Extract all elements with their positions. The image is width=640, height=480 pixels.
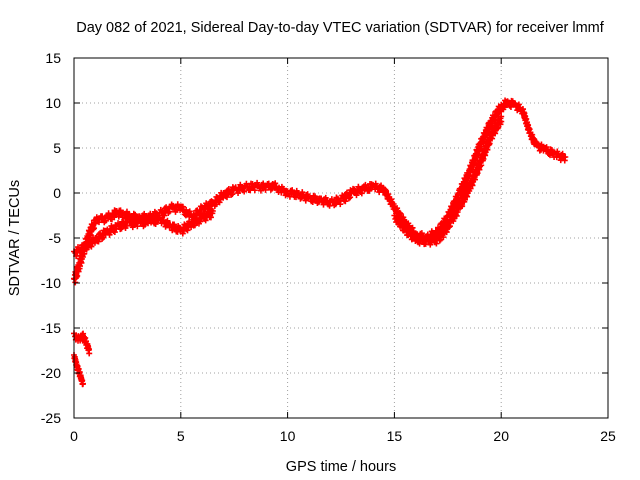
data-band-marker <box>213 201 220 208</box>
data-band-marker <box>79 253 86 260</box>
data-band-marker <box>95 238 102 245</box>
y-tick-label: -5 <box>49 230 62 246</box>
data-band-marker <box>358 190 365 197</box>
data-band-marker <box>433 240 440 247</box>
data-band-marker <box>440 234 447 241</box>
data-band-marker <box>398 219 405 226</box>
data-point-marker <box>562 154 569 160</box>
x-tick-label: 20 <box>493 428 509 444</box>
y-tick-label: 5 <box>53 140 61 156</box>
x-tick-label: 15 <box>387 428 403 444</box>
data-point-marker <box>209 208 216 214</box>
x-tick-label: 10 <box>280 428 296 444</box>
data-band-marker <box>191 222 198 229</box>
data-band-marker <box>401 222 408 229</box>
data-band-marker <box>515 101 522 108</box>
data-band-marker <box>141 221 148 228</box>
x-tick-label: 0 <box>70 428 78 444</box>
data-band-marker <box>241 188 248 195</box>
data-band-marker <box>347 194 354 201</box>
data-band-marker <box>446 223 453 230</box>
data-band-marker <box>184 227 191 234</box>
y-tick-label: -10 <box>41 275 61 291</box>
tick-layer: 0 5 10 15 20 25 -25 -20 -15 -10 -5 0 5 10 15 <box>41 50 616 444</box>
data-band-marker <box>453 212 460 219</box>
data-band-marker <box>251 187 258 194</box>
y-tick-label: -20 <box>41 365 61 381</box>
data-band-marker <box>197 218 204 225</box>
chart-title: Day 082 of 2021, Sidereal Day-to-day VTE… <box>76 20 605 36</box>
data-point-marker <box>498 113 505 120</box>
data-band-marker <box>309 199 316 206</box>
data-band-marker <box>498 118 505 125</box>
data-band-marker <box>75 268 82 275</box>
data-band-marker <box>216 199 223 206</box>
y-tick-label: -25 <box>41 410 61 426</box>
data-band-marker <box>152 221 159 228</box>
y-tick-label: 10 <box>45 95 61 111</box>
y-tick-label: -15 <box>41 320 61 336</box>
y-tick-label: 15 <box>45 50 61 66</box>
data-band-marker <box>366 187 373 194</box>
y-tick-label: 0 <box>53 185 61 201</box>
data-point-marker <box>85 346 92 353</box>
data-band-marker <box>293 194 300 201</box>
data-band-marker <box>396 209 403 216</box>
data-band-marker <box>88 243 95 250</box>
grid-layer <box>74 58 608 418</box>
data-band-marker <box>443 229 450 236</box>
data-band-marker <box>78 249 85 256</box>
x-axis-label: GPS time / hours <box>286 459 396 475</box>
data-band-marker <box>202 217 209 224</box>
data-band-marker <box>337 201 344 208</box>
data-band-marker <box>166 208 173 215</box>
x-tick-label: 5 <box>177 428 185 444</box>
x-tick-label: 25 <box>600 428 616 444</box>
data-band-marker <box>289 187 296 194</box>
data-band-marker <box>111 229 118 236</box>
data-band-marker <box>454 209 461 216</box>
data-point-marker <box>79 380 86 387</box>
data-band-marker <box>342 198 349 205</box>
data-layer <box>71 97 569 388</box>
data-band-marker <box>100 234 107 241</box>
data-band-marker <box>207 214 214 221</box>
data-band-marker <box>223 194 230 201</box>
y-axis-label: SDTVAR / TECUs <box>7 180 23 296</box>
data-band-marker <box>229 191 236 198</box>
data-band-marker <box>272 180 279 187</box>
